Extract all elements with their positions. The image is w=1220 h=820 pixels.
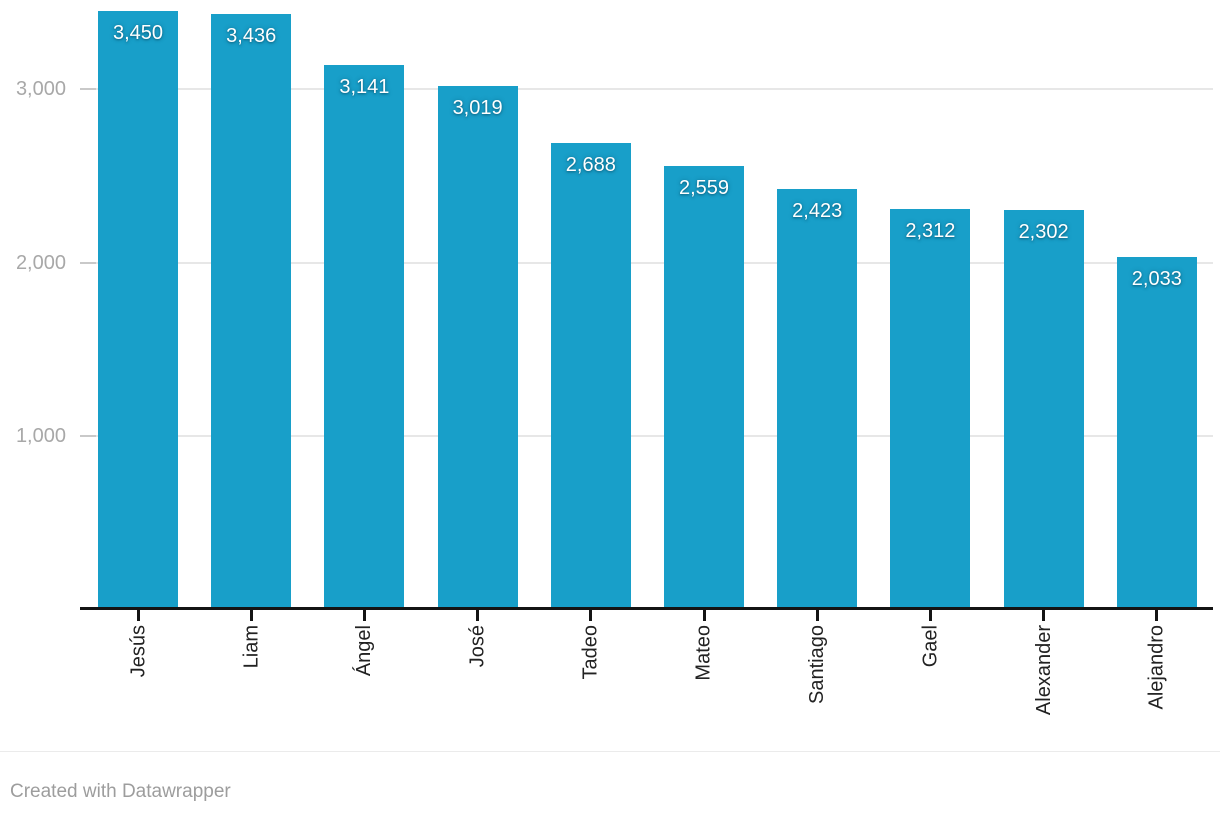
x-axis-tick	[476, 609, 480, 621]
x-axis-label-text: Tadeo	[579, 625, 602, 680]
x-axis-tick	[589, 609, 593, 621]
bar-value-label: 3,141	[339, 75, 390, 98]
bar-tadeo: 2,688	[550, 143, 631, 609]
x-axis-tick	[362, 609, 366, 621]
y-axis-tick	[80, 434, 96, 437]
bar-value-label: 3,019	[452, 97, 503, 120]
x-axis-label-text: José	[466, 625, 489, 668]
bar-alejandro: 2,033	[1116, 256, 1197, 609]
x-axis-tick	[1042, 609, 1046, 621]
bar-ángel: 3,141	[324, 64, 405, 609]
bar-santiago: 2,423	[777, 189, 858, 609]
x-axis-tick	[136, 609, 140, 621]
y-axis-tick	[80, 88, 96, 91]
y-axis-tick-label: 3,000	[15, 78, 66, 101]
datawrapper-credit-link[interactable]: Created with Datawrapper	[10, 781, 231, 802]
footer: Created with Datawrapper	[10, 781, 231, 803]
x-axis-line	[80, 607, 1213, 610]
bar-alexander: 2,302	[1003, 210, 1084, 609]
bar-mateo: 2,559	[664, 165, 744, 609]
bar-value-label: 3,436	[226, 24, 277, 47]
bar-josé: 3,019	[437, 86, 518, 609]
x-axis-label-text: Ángel	[353, 625, 376, 677]
x-axis-label-text: Liam	[240, 625, 263, 669]
bar-value-label: 3,450	[112, 22, 164, 45]
bar-value-label: 2,688	[565, 154, 616, 177]
x-axis-label-text: Jesús	[127, 625, 149, 678]
bar-value-label: 2,312	[905, 219, 956, 242]
bar-value-label: 2,423	[792, 200, 843, 223]
bar-jesús: 3,450	[98, 11, 178, 609]
y-axis-tick-label: 2,000	[15, 251, 66, 274]
x-axis-tick	[249, 609, 253, 621]
x-axis-label-text: Alejandro	[1145, 625, 1168, 710]
bar-value-label: 2,302	[1018, 221, 1069, 244]
gridline	[80, 434, 1213, 437]
bar-value-label: 2,559	[678, 176, 730, 199]
gridline	[80, 88, 1213, 91]
y-axis-tick	[80, 261, 96, 264]
gridline	[80, 261, 1213, 264]
x-axis-label-text: Santiago	[806, 625, 829, 704]
bar-liam: 3,436	[211, 13, 292, 609]
footer-divider	[0, 751, 1220, 752]
x-axis-label-text: Alexander	[1032, 625, 1055, 716]
x-axis-label-text: Mateo	[693, 625, 715, 681]
x-axis-label-text: Gael	[919, 625, 942, 668]
x-axis-tick	[1155, 609, 1159, 621]
x-axis-tick	[815, 609, 819, 621]
bar-gael: 2,312	[890, 208, 971, 609]
bar-value-label: 2,033	[1131, 267, 1182, 290]
x-axis-tick	[928, 609, 932, 621]
y-axis-tick-label: 1,000	[15, 424, 66, 447]
x-axis-tick	[702, 609, 706, 621]
